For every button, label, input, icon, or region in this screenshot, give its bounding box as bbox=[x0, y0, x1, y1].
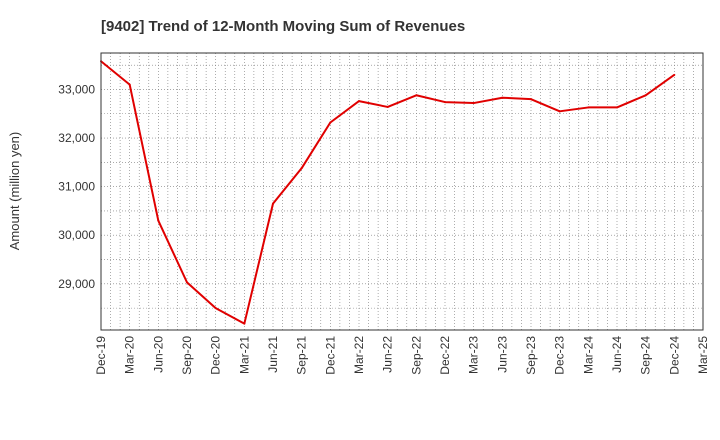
data-point bbox=[329, 121, 332, 124]
data-point bbox=[243, 322, 246, 325]
x-tick-label: Sep-24 bbox=[639, 336, 653, 375]
data-point bbox=[530, 98, 532, 101]
plot-frame bbox=[100, 52, 704, 331]
y-tick-label: 31,000 bbox=[58, 180, 95, 194]
x-tick-label: Jun-23 bbox=[495, 336, 509, 373]
data-point bbox=[128, 83, 131, 86]
x-tick-label: Dec-19 bbox=[94, 336, 108, 375]
x-tick-labels: Dec-19 Mar-20 Jun-20 Sep-20 Dec-20 Mar-21 Jun-… bbox=[94, 336, 710, 375]
x-tick-label: Jun-24 bbox=[610, 336, 624, 373]
data-point bbox=[501, 96, 504, 99]
x-tick-label: Dec-23 bbox=[553, 336, 567, 375]
data-point bbox=[214, 307, 217, 310]
data-point bbox=[444, 101, 446, 104]
data-point bbox=[157, 219, 160, 222]
x-tick-label: Mar-20 bbox=[123, 336, 137, 374]
y-tick-labels: 29,000 30,000 31,000 32,000 33,000 bbox=[58, 82, 95, 290]
data-point bbox=[186, 281, 188, 284]
x-tick-label: Mar-25 bbox=[696, 336, 710, 374]
data-point bbox=[272, 202, 274, 205]
y-tick-label: 30,000 bbox=[58, 228, 95, 242]
x-tick-label: Mar-21 bbox=[237, 336, 251, 374]
data-point bbox=[300, 167, 303, 170]
x-tick-label: Sep-23 bbox=[524, 336, 538, 375]
x-tick-label: Mar-22 bbox=[352, 336, 366, 374]
y-tick-label: 33,000 bbox=[58, 82, 95, 96]
x-tick-label: Sep-22 bbox=[409, 336, 423, 375]
x-tick-label: Jun-20 bbox=[151, 336, 165, 373]
x-tick-label: Dec-22 bbox=[438, 336, 452, 375]
data-point bbox=[472, 102, 475, 105]
data-point bbox=[587, 106, 590, 109]
x-tick-label: Sep-20 bbox=[180, 336, 194, 375]
series-group bbox=[100, 60, 676, 325]
x-tick-label: Dec-24 bbox=[667, 336, 681, 375]
data-point bbox=[644, 94, 647, 97]
data-point bbox=[616, 106, 618, 109]
x-tick-label: Jun-21 bbox=[266, 336, 280, 373]
x-tick-label: Mar-23 bbox=[467, 336, 481, 374]
x-tick-label: Sep-21 bbox=[295, 336, 309, 375]
data-point bbox=[358, 100, 360, 103]
x-tick-label: Dec-21 bbox=[323, 336, 337, 375]
x-tick-label: Jun-22 bbox=[381, 336, 395, 373]
data-point bbox=[386, 105, 389, 108]
chart-title: [9402] Trend of 12-Month Moving Sum of R… bbox=[101, 18, 465, 35]
y-tick-label: 32,000 bbox=[58, 131, 95, 145]
data-point bbox=[558, 110, 561, 113]
grid bbox=[101, 53, 703, 330]
data-point bbox=[673, 73, 676, 76]
x-tick-label: Mar-24 bbox=[581, 336, 595, 374]
data-point bbox=[415, 94, 418, 97]
y-tick-label: 29,000 bbox=[58, 277, 95, 291]
y-axis-label: Amount (million yen) bbox=[7, 132, 22, 251]
x-tick-label: Dec-20 bbox=[209, 336, 223, 375]
